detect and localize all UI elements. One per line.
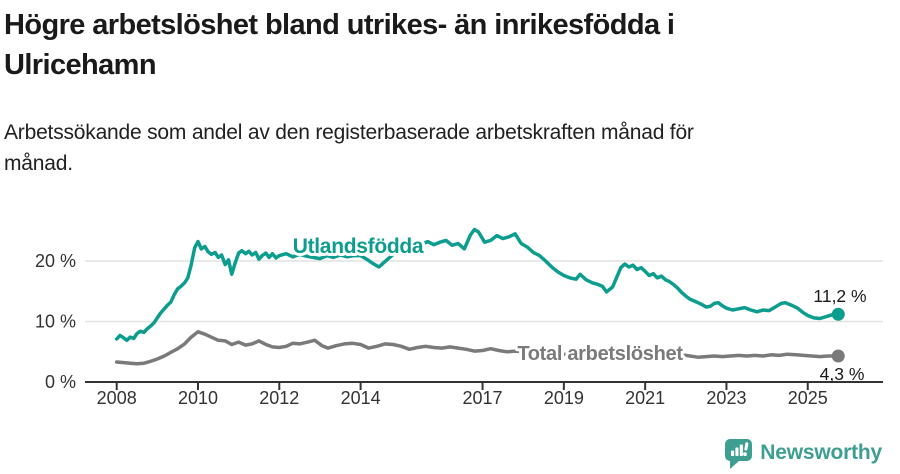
series-end-value-utlandsfodda: 11,2 %	[813, 286, 866, 306]
series-line-total	[114, 330, 840, 366]
page-title-line1: Högre arbetslöshet bland utrikes- än inr…	[4, 9, 675, 41]
y-tick-label: 10 %	[35, 312, 76, 332]
y-tick-label: 0 %	[45, 372, 76, 392]
page-title-line2: Ulricehamn	[4, 49, 157, 81]
chart-subtitle-line2: månad.	[4, 152, 73, 175]
x-tick-label: 2023	[706, 388, 746, 408]
x-tick-label: 2025	[788, 388, 828, 408]
bar-chart-speech-bubble-icon	[725, 438, 753, 469]
x-tick-label: 2012	[259, 388, 299, 408]
x-tick-label: 2008	[97, 388, 137, 408]
series-line-utlandsfodda	[114, 227, 840, 343]
x-tick-label: 2017	[463, 388, 503, 408]
x-tick-label: 2019	[544, 388, 584, 408]
chart-subtitle-line1: Arbetssökande som andel av den registerb…	[4, 121, 694, 144]
series-end-dot-total	[831, 349, 845, 363]
y-tick-label: 20 %	[35, 251, 76, 271]
series-label-utlandsfodda: Utlandsfödda	[293, 235, 424, 258]
page-title: Högre arbetslöshet bland utrikes- än inr…	[4, 5, 874, 85]
chart-subtitle: Arbetssökande som andel av den registerb…	[4, 117, 874, 179]
unemployment-line-chart: 2008 2010 2012 2014 2017 2019 2021 2023 2025 0 % 1…	[35, 227, 883, 408]
x-tick-label: 2014	[341, 388, 381, 408]
series-end-value-total: 4,3 %	[820, 364, 865, 384]
newsworthy-branding: Newsworthy	[724, 436, 882, 470]
series-label-total: Total arbetslöshet	[517, 343, 683, 365]
series-end-dot-utlandsfodda	[831, 307, 845, 321]
brand-name: Newsworthy	[760, 441, 882, 464]
x-tick-label: 2021	[625, 388, 665, 408]
x-tick-label: 2010	[178, 388, 218, 408]
